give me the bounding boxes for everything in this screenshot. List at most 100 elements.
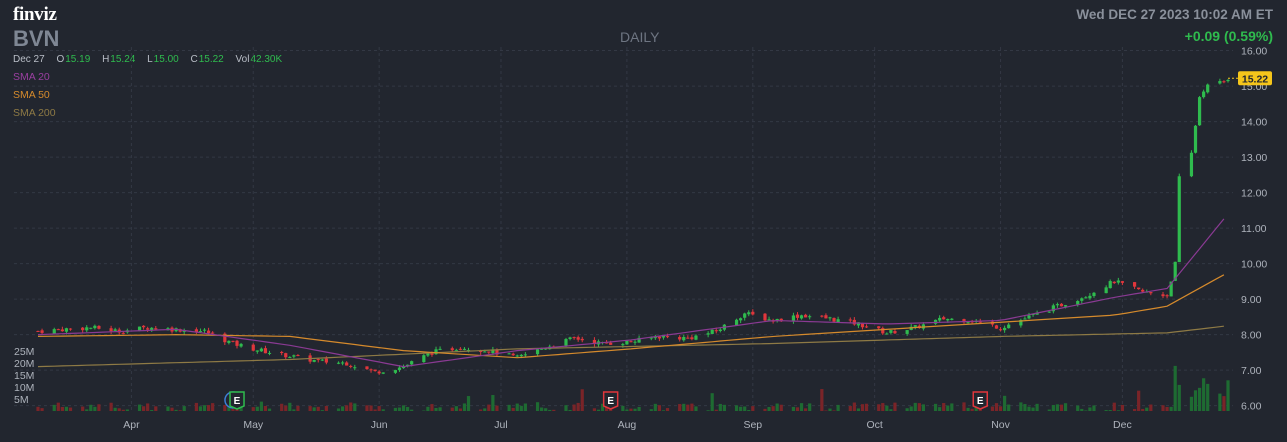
volume-bar xyxy=(694,406,698,411)
candle xyxy=(1003,325,1007,333)
volume-bar xyxy=(864,403,869,411)
candle-body xyxy=(946,319,950,321)
volume-bar xyxy=(889,409,893,411)
candle xyxy=(917,324,921,329)
candle xyxy=(580,336,584,343)
finviz-logo[interactable]: finviz xyxy=(13,4,57,25)
candle-body xyxy=(950,318,954,320)
volume-bar xyxy=(1047,409,1051,411)
y-tick-label: 12.00 xyxy=(1241,188,1267,200)
candle-body xyxy=(1161,294,1165,297)
candle-body xyxy=(576,337,580,340)
candle-body xyxy=(734,319,739,326)
volume-bar xyxy=(89,404,93,411)
volume-bar xyxy=(296,405,300,411)
volume-bar xyxy=(767,407,771,411)
candle xyxy=(1218,78,1222,85)
candle xyxy=(950,317,954,321)
volume-bar xyxy=(458,408,462,411)
volume-bar xyxy=(515,403,519,411)
volume-bar xyxy=(85,409,89,411)
candle xyxy=(1193,125,1198,154)
volume-bar xyxy=(483,408,487,411)
volume-bar xyxy=(1108,410,1112,411)
candle-body xyxy=(466,349,471,351)
volume-bar xyxy=(312,407,316,411)
volume-bar xyxy=(1202,378,1206,411)
candle-body xyxy=(690,337,694,340)
ohlc-date: Dec 27 xyxy=(13,54,45,65)
candle xyxy=(60,326,64,332)
x-tick-label: Nov xyxy=(991,419,1010,431)
legend-sma50: SMA 50 xyxy=(13,89,50,101)
volume-bar xyxy=(373,409,377,411)
volume-bar xyxy=(182,406,186,411)
volume-bar xyxy=(284,405,288,411)
volume-bar xyxy=(832,410,836,411)
candle xyxy=(1080,297,1084,304)
volume-bar xyxy=(718,403,722,411)
candle-body xyxy=(64,328,69,332)
volume-bar xyxy=(1226,380,1230,411)
volume-bar xyxy=(552,409,556,411)
candle xyxy=(40,328,44,335)
candle-body xyxy=(625,340,629,345)
candle xyxy=(1197,95,1202,126)
candle-body xyxy=(369,369,373,371)
volume-bar xyxy=(1003,395,1007,411)
candle-body xyxy=(284,353,288,358)
candle-body xyxy=(121,332,125,334)
candle-body xyxy=(877,326,881,329)
candle xyxy=(36,330,40,332)
volume-bar xyxy=(1120,404,1125,411)
candle-body xyxy=(824,315,828,319)
volume-bar xyxy=(369,405,373,411)
volume-bar xyxy=(397,407,402,411)
y-tick-label: 7.00 xyxy=(1241,365,1262,377)
candle-body xyxy=(1092,292,1096,297)
volume-bar xyxy=(649,409,653,411)
x-tick-label: Oct xyxy=(866,419,882,431)
candle-body xyxy=(458,348,462,350)
candle-body xyxy=(1116,280,1120,283)
volume-bar xyxy=(288,402,292,411)
candle xyxy=(1116,277,1120,285)
candle-body xyxy=(718,329,722,331)
candle xyxy=(462,347,467,351)
volume-bar xyxy=(572,404,576,411)
candle-body xyxy=(799,315,804,319)
earnings-marker: E xyxy=(229,391,245,410)
high-label: H xyxy=(102,54,110,65)
candle-body xyxy=(211,332,215,334)
volume-bar xyxy=(877,404,881,411)
last-price-tag xyxy=(1238,71,1272,86)
x-tick-label: Jun xyxy=(371,419,388,431)
candle-body xyxy=(775,318,779,321)
volume-bar xyxy=(763,408,767,411)
candle-body xyxy=(349,365,353,367)
candle xyxy=(194,327,198,334)
volume-bar xyxy=(739,406,743,411)
volume-bar xyxy=(1189,396,1194,411)
volume-bar xyxy=(942,403,946,411)
volume-bar xyxy=(820,389,824,411)
candle xyxy=(828,316,832,321)
volume-bar xyxy=(714,409,718,411)
candle-body xyxy=(259,348,263,352)
candle xyxy=(1202,89,1206,99)
candle-body xyxy=(89,327,93,329)
volume-bar xyxy=(1007,404,1011,411)
volume-bar xyxy=(665,408,670,411)
volume-bar xyxy=(775,403,779,411)
candle-body xyxy=(938,317,942,321)
y-tick-label: 11.00 xyxy=(1241,223,1267,235)
candle xyxy=(280,350,284,356)
candle xyxy=(312,359,316,363)
candle xyxy=(97,325,101,330)
volume-bar xyxy=(231,408,235,411)
candle xyxy=(1104,285,1108,294)
candle-body xyxy=(678,336,682,340)
volume-bar xyxy=(548,409,552,411)
candle xyxy=(263,345,268,354)
